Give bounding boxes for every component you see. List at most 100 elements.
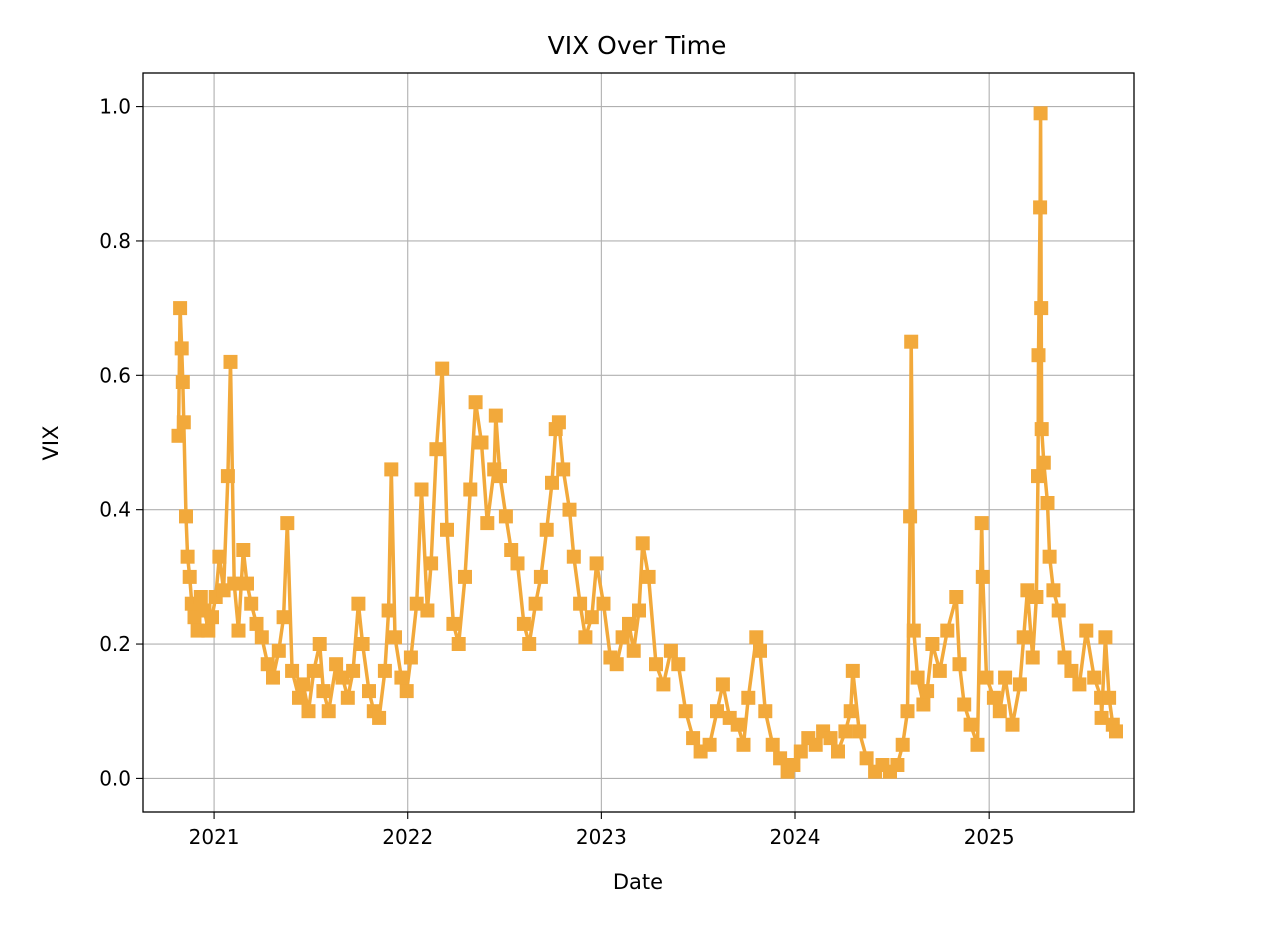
- plot-frame: [142, 72, 1135, 813]
- data-point-marker: [335, 670, 350, 685]
- data-point-marker: [312, 637, 327, 651]
- data-point-marker: [1016, 630, 1031, 645]
- data-series: [171, 106, 1123, 779]
- data-point-marker: [493, 469, 507, 484]
- data-point-marker: [173, 301, 188, 316]
- data-point-marker: [528, 596, 543, 611]
- x-tick-label: 2023: [576, 825, 627, 849]
- data-point-marker: [388, 630, 402, 645]
- data-point-marker: [1098, 630, 1113, 645]
- data-point-marker: [1064, 663, 1079, 678]
- data-point-marker: [362, 684, 376, 699]
- data-point-marker: [843, 704, 858, 719]
- data-point-marker: [1087, 670, 1102, 685]
- data-point-marker: [533, 569, 548, 584]
- data-point-marker: [656, 677, 671, 692]
- data-point-marker: [306, 663, 321, 678]
- data-point-marker: [321, 704, 336, 719]
- data-point-marker: [346, 663, 361, 678]
- data-point-marker: [403, 650, 418, 665]
- data-point-marker: [635, 536, 650, 551]
- data-point-marker: [240, 576, 254, 591]
- data-point-marker: [276, 610, 291, 625]
- data-point-marker: [932, 663, 947, 678]
- data-point-marker: [852, 724, 867, 739]
- data-point-marker: [280, 516, 295, 531]
- data-point-marker: [201, 623, 216, 638]
- data-point-marker: [940, 623, 955, 638]
- data-point-marker: [831, 744, 845, 759]
- y-tick-label: 0.4: [99, 498, 131, 522]
- data-point-marker: [223, 354, 238, 369]
- data-point-marker: [180, 549, 195, 564]
- data-point-marker: [414, 482, 429, 497]
- data-point-marker: [1031, 469, 1045, 484]
- data-point-marker: [578, 630, 593, 645]
- data-point-marker: [372, 710, 387, 725]
- data-point-marker: [1034, 301, 1049, 316]
- x-tick-label: 2024: [770, 825, 821, 849]
- data-point-marker: [786, 758, 801, 772]
- x-tick-label: 2025: [964, 825, 1015, 849]
- data-point-marker: [589, 556, 604, 571]
- data-point-marker: [329, 657, 344, 672]
- data-point-marker: [216, 583, 231, 598]
- data-point-marker: [212, 549, 227, 564]
- chart-title: VIX Over Time: [548, 31, 727, 60]
- data-point-marker: [451, 637, 466, 651]
- data-point-marker: [808, 737, 823, 752]
- data-point-marker: [301, 704, 316, 719]
- data-point-marker: [920, 684, 935, 699]
- data-point-marker: [1033, 200, 1048, 215]
- data-point-marker: [963, 717, 978, 732]
- data-point-marker: [446, 616, 461, 631]
- data-point-marker: [399, 684, 414, 699]
- data-point-marker: [584, 610, 599, 625]
- data-point-marker: [435, 361, 450, 376]
- data-point-marker: [925, 637, 940, 651]
- data-point-marker: [474, 435, 489, 450]
- data-point-marker: [175, 375, 190, 389]
- data-point-marker: [793, 744, 808, 759]
- data-point-marker: [641, 569, 656, 584]
- data-point-marker: [671, 657, 686, 672]
- data-point-marker: [1046, 583, 1061, 598]
- data-point-marker: [845, 663, 860, 678]
- data-point-marker: [906, 623, 921, 638]
- data-point-marker: [773, 751, 788, 766]
- x-tick-label: 2022: [382, 825, 433, 849]
- data-point-marker: [182, 569, 197, 584]
- data-point-marker: [227, 576, 242, 591]
- data-point-marker: [710, 704, 724, 719]
- data-point-marker: [1031, 348, 1046, 363]
- data-point-marker: [663, 643, 678, 658]
- data-point-marker: [468, 395, 483, 410]
- data-point-marker: [429, 442, 444, 457]
- data-point-marker: [424, 556, 439, 571]
- data-point-marker: [254, 630, 269, 645]
- data-point-marker: [1036, 455, 1051, 470]
- data-point-marker: [1051, 603, 1066, 618]
- data-point-marker: [749, 630, 764, 645]
- data-point-marker: [609, 657, 624, 672]
- data-point-marker: [566, 549, 581, 564]
- data-point-marker: [1040, 496, 1055, 510]
- data-point-marker: [702, 737, 717, 752]
- data-point-marker: [504, 543, 519, 557]
- data-point-marker: [516, 616, 531, 631]
- data-point-marker: [1029, 590, 1044, 604]
- data-point-marker: [174, 341, 189, 356]
- data-point-marker: [394, 670, 409, 685]
- data-point-marker: [480, 516, 495, 531]
- data-point-marker: [316, 684, 331, 699]
- data-point-marker: [355, 637, 370, 651]
- data-point-marker: [205, 610, 219, 625]
- data-point-marker: [916, 697, 931, 712]
- data-point-marker: [236, 543, 251, 557]
- data-point-marker: [176, 415, 191, 430]
- data-point-marker: [903, 509, 918, 524]
- data-point-marker: [539, 522, 554, 537]
- data-point-marker: [231, 623, 246, 638]
- data-point-marker: [266, 670, 280, 685]
- data-point-marker: [952, 657, 967, 672]
